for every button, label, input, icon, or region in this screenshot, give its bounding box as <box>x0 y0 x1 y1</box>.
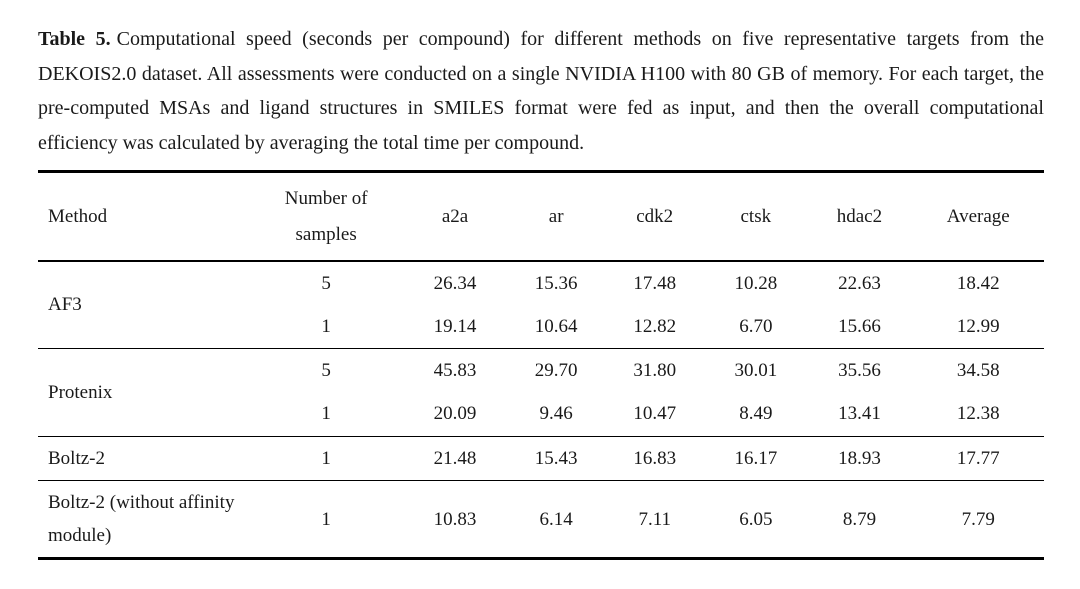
samples-cell: 5 <box>321 360 331 382</box>
samples-cell: 1 <box>250 392 402 437</box>
value-cell: 7.11 <box>604 480 706 560</box>
table-row: Protenix 5 45.83 29.70 31.80 30.01 35.56… <box>38 348 1044 437</box>
header-samples: Number of samples <box>250 171 402 262</box>
value-cell: 12.82 <box>604 304 706 350</box>
table-caption: Table 5. Computational speed (seconds per… <box>38 22 1044 160</box>
header-ctsk: ctsk <box>705 171 807 262</box>
value-cell: 17.48 <box>633 272 677 294</box>
value-cell: 10.64 <box>508 304 605 350</box>
samples-cell: 5 <box>321 272 331 294</box>
header-hdac2: hdac2 <box>806 171 913 262</box>
table-row: 1 19.14 10.64 12.82 6.70 15.66 12.99 <box>38 304 1044 350</box>
value-cell: 26.34 <box>433 272 477 294</box>
value-cell: 15.43 <box>508 436 605 481</box>
method-cell-boltz2-no-affinity: Boltz-2 (without affinity module) <box>38 480 251 560</box>
value-cell: 29.70 <box>534 360 578 382</box>
method-cell-protenix: Protenix <box>38 348 251 437</box>
value-cell: 34.58 <box>956 360 1000 382</box>
value-cell: 6.70 <box>705 304 807 350</box>
method-cell-boltz2: Boltz-2 <box>38 436 251 481</box>
value-cell: 8.49 <box>705 392 807 437</box>
value-cell: 22.63 <box>838 272 881 294</box>
value-cell: 35.56 <box>838 360 881 382</box>
caption-text: Computational speed (seconds per compoun… <box>38 28 1044 154</box>
value-cell: 10.83 <box>401 480 509 560</box>
value-cell: 20.09 <box>401 392 509 437</box>
value-cell: 6.05 <box>705 480 807 560</box>
value-cell: 6.14 <box>508 480 605 560</box>
samples-cell: 1 <box>250 480 402 560</box>
value-cell: 45.83 <box>433 360 477 382</box>
table-row: 1 20.09 9.46 10.47 8.49 13.41 12.38 <box>38 392 1044 437</box>
table-row: Boltz-2 (without affinity module) 1 10.8… <box>38 480 1044 560</box>
header-average: Average <box>912 171 1044 262</box>
value-cell: 18.93 <box>806 436 913 481</box>
value-cell: 12.38 <box>912 392 1044 437</box>
method-cell-af3: AF3 <box>38 260 251 350</box>
value-cell: 17.77 <box>912 436 1044 481</box>
value-cell: 16.83 <box>604 436 706 481</box>
value-cell: 15.66 <box>806 304 913 350</box>
header-a2a: a2a <box>401 171 509 262</box>
value-cell: 13.41 <box>806 392 913 437</box>
value-cell: 8.79 <box>806 480 913 560</box>
header-cdk2: cdk2 <box>604 171 706 262</box>
table-header: Method Number of samples a2a ar cdk2 cts… <box>38 171 1044 262</box>
value-cell: 30.01 <box>734 360 778 382</box>
value-cell: 31.80 <box>633 360 677 382</box>
value-cell: 21.48 <box>401 436 509 481</box>
header-ar: ar <box>508 171 605 262</box>
value-cell: 10.47 <box>604 392 706 437</box>
paper-page: Table 5. Computational speed (seconds per… <box>38 22 1044 561</box>
table-body: AF3 5 26.34 15.36 17.48 10.28 22.63 18.4… <box>38 260 1044 560</box>
value-cell: 19.14 <box>401 304 509 350</box>
table-row: AF3 5 26.34 15.36 17.48 10.28 22.63 18.4… <box>38 260 1044 350</box>
header-row: Method Number of samples a2a ar cdk2 cts… <box>38 171 1044 262</box>
table-row: Boltz-2 1 21.48 15.43 16.83 16.17 18.93 … <box>38 436 1044 481</box>
value-cell: 12.99 <box>912 304 1044 350</box>
caption-label: Table 5. <box>38 28 111 50</box>
value-cell: 9.46 <box>508 392 605 437</box>
value-cell: 7.79 <box>912 480 1044 560</box>
value-cell: 18.42 <box>956 272 1000 294</box>
header-method: Method <box>38 171 251 262</box>
results-table: Method Number of samples a2a ar cdk2 cts… <box>38 170 1044 561</box>
samples-cell: 1 <box>250 436 402 481</box>
value-cell: 16.17 <box>705 436 807 481</box>
samples-cell: 1 <box>250 304 402 350</box>
value-cell: 10.28 <box>734 272 778 294</box>
value-cell: 15.36 <box>534 272 578 294</box>
